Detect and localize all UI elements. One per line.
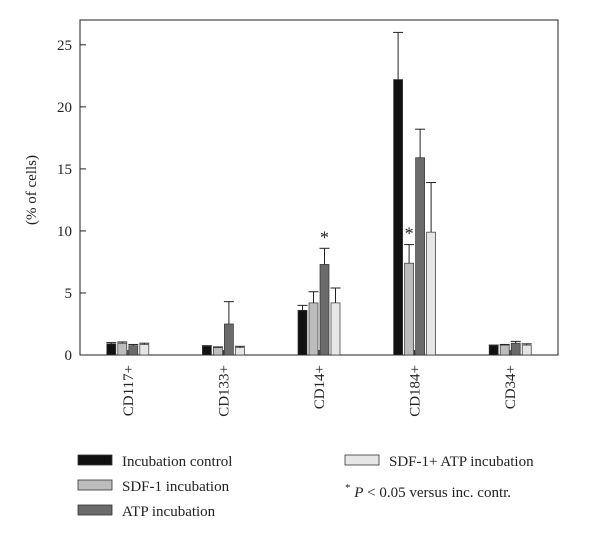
bar xyxy=(106,343,117,356)
legend: Incubation control SDF-1 incubation ATP in… xyxy=(77,454,534,520)
bar xyxy=(297,309,308,356)
y-tick-label: 10 xyxy=(57,224,72,240)
bar xyxy=(499,344,510,356)
bar xyxy=(117,342,128,356)
bar xyxy=(404,262,414,356)
bar xyxy=(213,347,223,356)
annotations-group: * * xyxy=(320,224,414,248)
bar xyxy=(319,264,330,356)
bar xyxy=(308,302,319,356)
legend-swatch xyxy=(77,454,113,466)
legend-swatch xyxy=(344,454,380,466)
bar xyxy=(139,344,150,356)
y-tick-label: 15 xyxy=(57,162,72,178)
legend-label: ATP incubation xyxy=(122,504,216,520)
y-axis-title: (% of cells) xyxy=(24,155,40,225)
x-tick-label: CD14+ xyxy=(312,365,328,409)
footnote: * P < 0.05 versus inc. contr. xyxy=(345,479,511,501)
bar xyxy=(488,345,499,356)
bar xyxy=(393,79,403,356)
y-tick-label: 20 xyxy=(57,100,72,116)
plot-frame xyxy=(79,19,559,356)
bar xyxy=(415,157,425,356)
legend-label: Incubation control xyxy=(122,454,232,470)
bar xyxy=(521,344,532,356)
footnote-text: < 0.05 versus inc. contr. xyxy=(367,485,511,501)
x-axis: CD117+ CD133+ CD14+ CD184+ CD34+ xyxy=(121,350,519,417)
bar xyxy=(202,345,212,356)
bar xyxy=(235,347,245,356)
significance-marker: * xyxy=(320,227,329,247)
x-tick-label: CD117+ xyxy=(121,365,137,416)
x-tick-label: CD133+ xyxy=(216,365,232,417)
y-tick-label: 5 xyxy=(65,286,73,302)
legend-label: SDF-1+ ATP incubation xyxy=(389,454,534,470)
bar xyxy=(224,323,234,356)
y-tick-label: 25 xyxy=(57,38,72,54)
bar xyxy=(128,345,139,356)
bar xyxy=(510,342,521,356)
footnote-star: * xyxy=(345,482,351,494)
x-tick-label: CD34+ xyxy=(503,365,519,409)
y-tick-label: 0 xyxy=(65,348,73,364)
legend-swatch xyxy=(77,504,113,516)
significance-marker: * xyxy=(405,224,414,244)
legend-swatch xyxy=(77,479,113,491)
bars-group xyxy=(106,31,532,356)
bar xyxy=(426,231,436,356)
bar xyxy=(330,302,341,356)
x-tick-label: CD184+ xyxy=(408,365,424,417)
y-axis: 0 5 10 15 20 25 xyxy=(57,38,86,364)
footnote-p: P xyxy=(353,485,363,501)
legend-label: SDF-1 incubation xyxy=(122,479,230,495)
